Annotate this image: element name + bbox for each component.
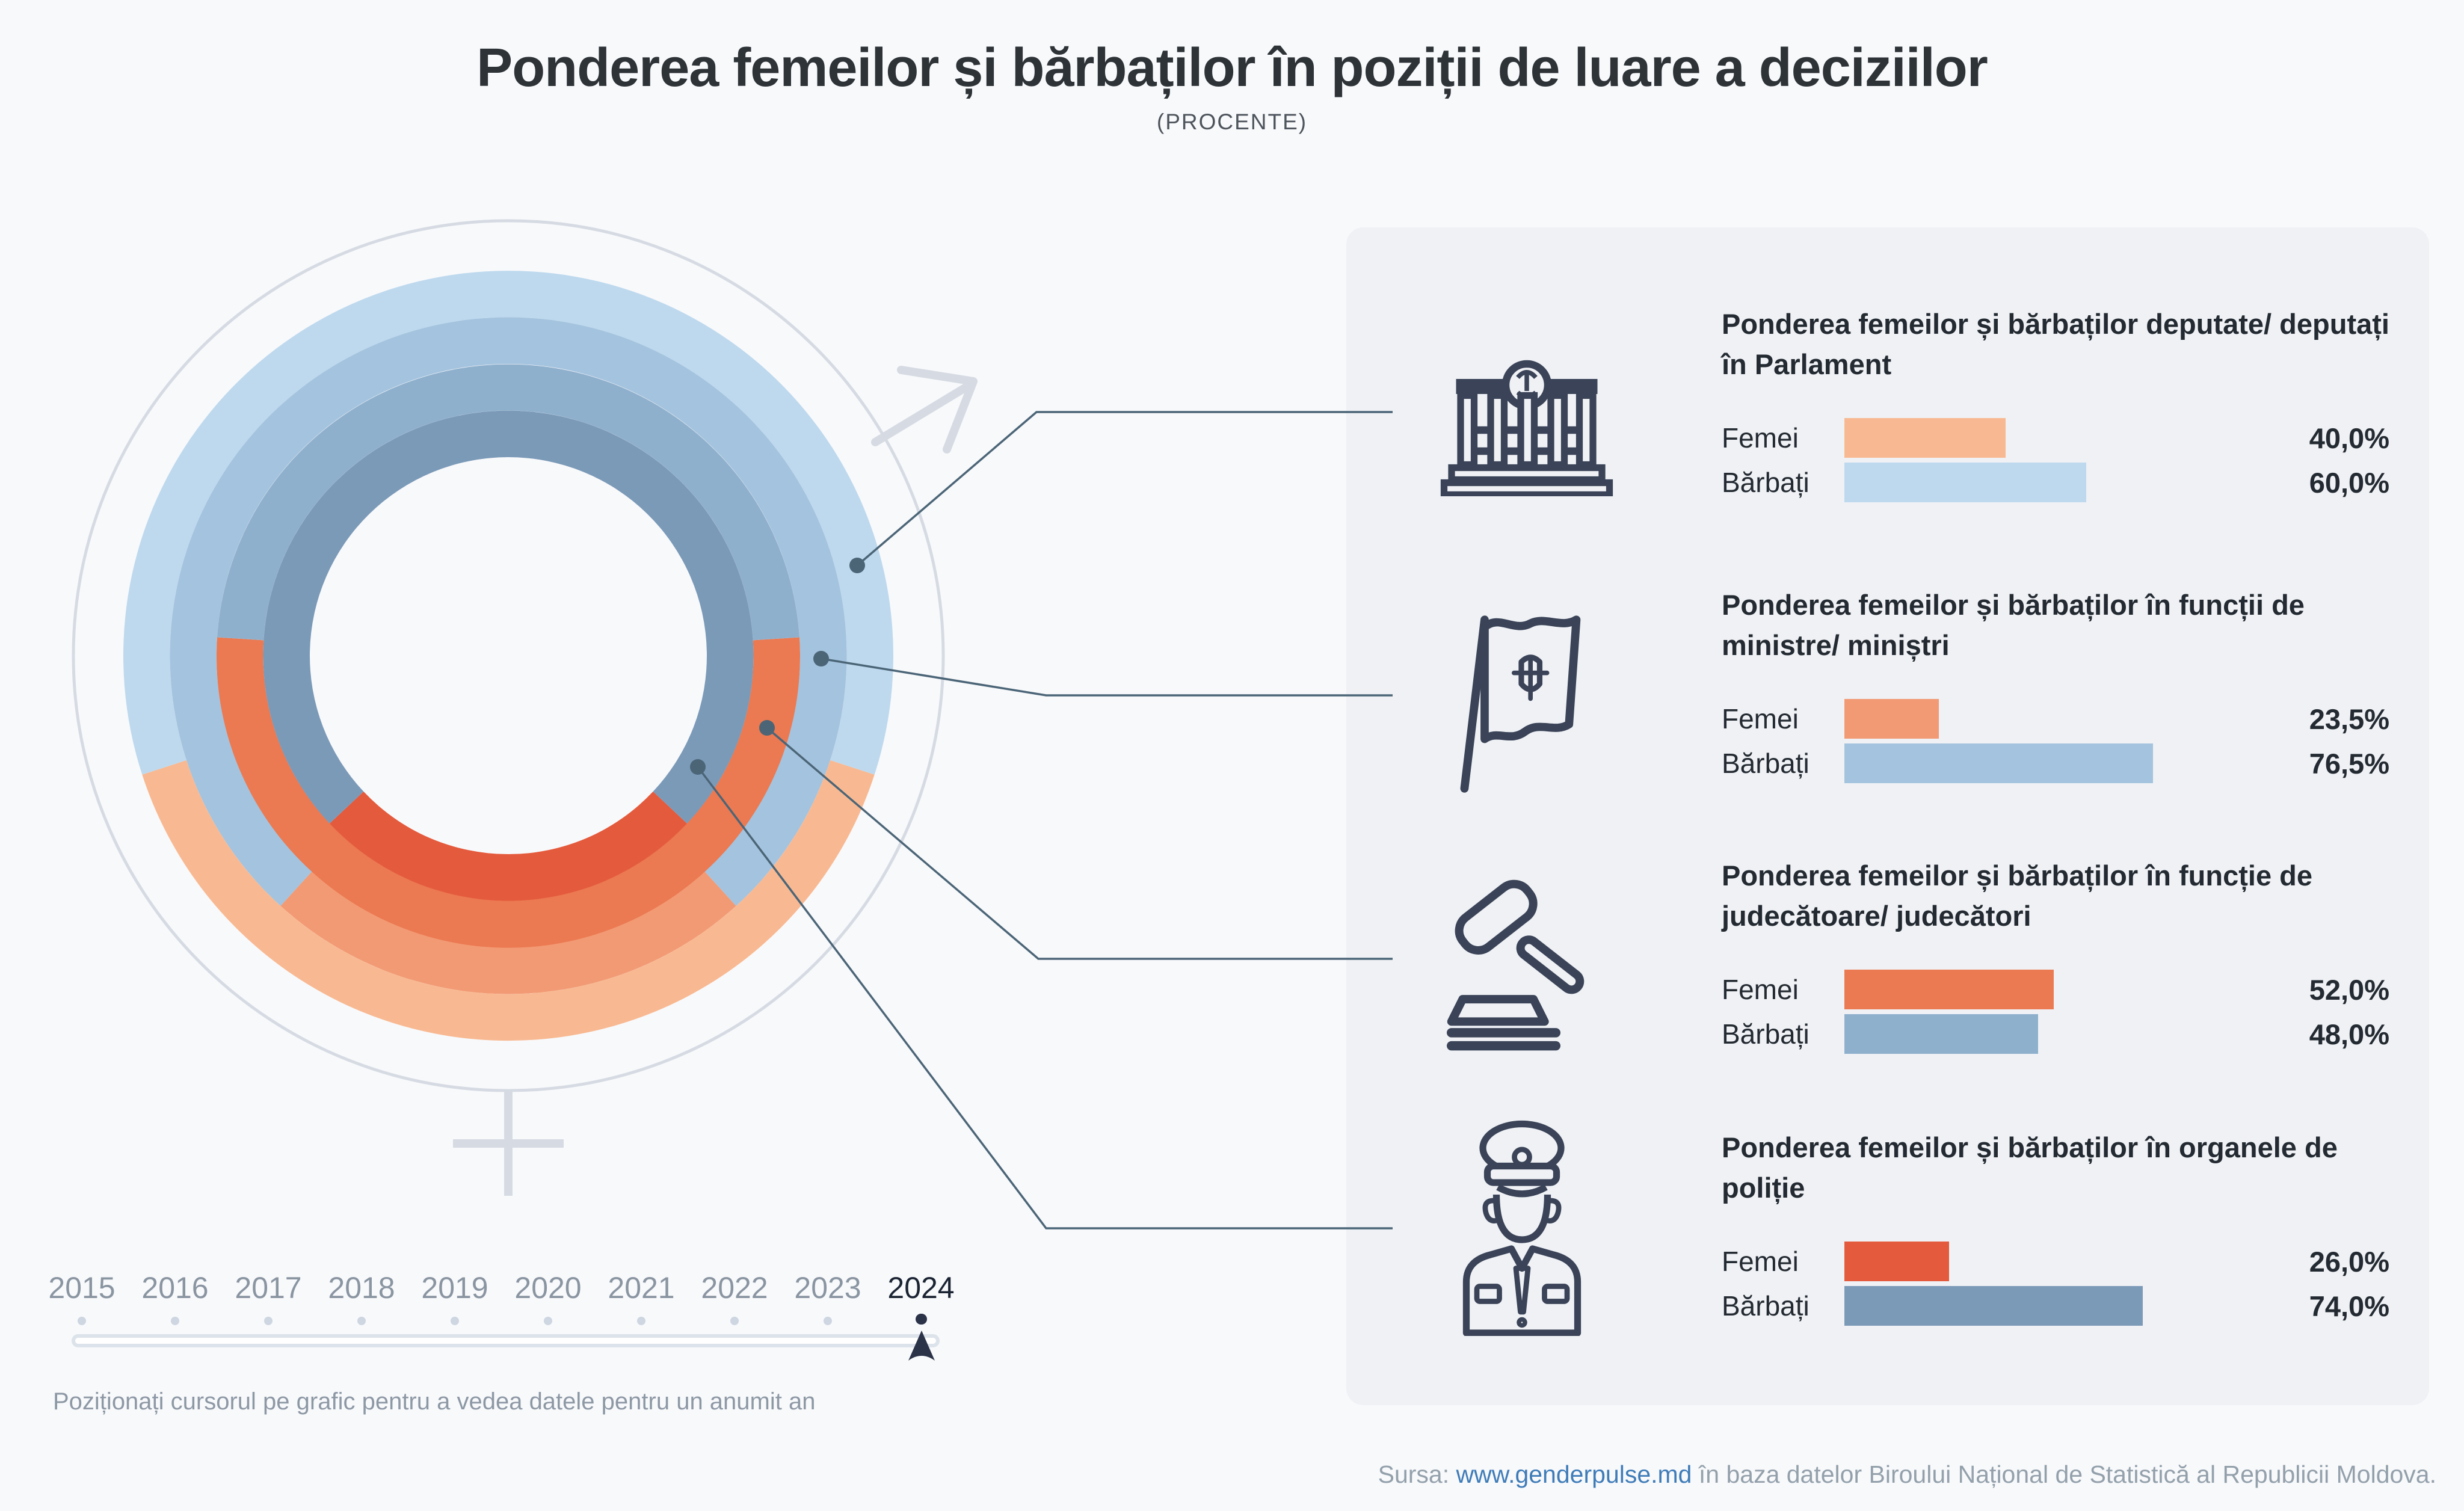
page-title: Ponderea femeilor și bărbaților în poziț…: [476, 38, 1988, 98]
year-slider[interactable]: 2015 2016 2017 2018 2019 2020 2021 2022 2023 2024: [0, 0, 1083, 1325]
slider-cursor[interactable]: [904, 1314, 940, 1368]
femei-row: Femei 23,5%: [1722, 699, 2389, 739]
timeline-dot-2022[interactable]: [730, 1317, 739, 1325]
barbati-bar: [1844, 1014, 2038, 1054]
barbati-row: Bărbați 76,5%: [1722, 743, 2389, 783]
connector-lines: [697, 411, 1393, 1229]
femei-row: Femei 40,0%: [1722, 418, 2389, 458]
source-line: Sursa: www.genderpulse.md în baza datelo…: [1378, 1460, 2436, 1489]
timeline-dot-2015[interactable]: [78, 1317, 86, 1325]
femei-label: Femei: [1722, 703, 1799, 734]
barbati-label: Bărbați: [1722, 1018, 1810, 1050]
timeline-year-2022[interactable]: 2022: [701, 1271, 768, 1305]
femei-label: Femei: [1722, 1246, 1799, 1277]
femei-label: Femei: [1722, 422, 1799, 454]
donut-rings[interactable]: [123, 271, 893, 1041]
barbati-bar: [1844, 463, 2086, 502]
timeline-year-2016[interactable]: 2016: [141, 1271, 209, 1305]
timeline-dot-2023[interactable]: [824, 1317, 832, 1325]
connector-judges: [766, 727, 1393, 960]
timeline-dot-2020[interactable]: [544, 1317, 552, 1325]
femei-label: Femei: [1722, 974, 1799, 1005]
barbati-row: Bărbați 48,0%: [1722, 1014, 2389, 1054]
barbati-value: 48,0%: [2309, 1018, 2389, 1050]
timeline-year-2015[interactable]: 2015: [48, 1271, 116, 1305]
femei-bar: [1844, 970, 2054, 1009]
barbati-label: Bărbați: [1722, 1290, 1810, 1322]
section-title: Ponderea femeilor și bărbaților în organ…: [1722, 1131, 2338, 1204]
ring-segment[interactable]: [142, 760, 875, 1041]
barbati-value: 76,5%: [2309, 747, 2389, 780]
source-rest: în baza datelor Biroului Național de Sta…: [1692, 1460, 2436, 1488]
barbati-row: Bărbați 60,0%: [1722, 463, 2389, 502]
ring-segment[interactable]: [123, 271, 893, 775]
timeline-year-2017[interactable]: 2017: [235, 1271, 302, 1305]
femei-bar: [1844, 418, 2006, 458]
femei-row: Femei 52,0%: [1722, 970, 2389, 1009]
femei-value: 52,0%: [2309, 973, 2389, 1006]
barbati-value: 74,0%: [2309, 1290, 2389, 1322]
femei-row: Femei 26,0%: [1722, 1242, 2389, 1281]
flag-icon: [1433, 611, 1613, 794]
ring-segment[interactable]: [329, 791, 688, 901]
slider-hint: Poziționați cursorul pe grafic pentru a …: [53, 1388, 816, 1415]
connector-police: [697, 766, 1393, 1229]
source-link[interactable]: www.genderpulse.md: [1456, 1460, 1692, 1488]
femei-value: 26,0%: [2309, 1245, 2389, 1278]
ring-segment[interactable]: [217, 637, 800, 948]
timeline-dot-2018[interactable]: [357, 1317, 366, 1325]
gender-symbol: [72, 219, 978, 1196]
femei-bar: [1844, 1242, 1950, 1281]
section-title: Ponderea femeilor și bărbaților în funcț…: [1722, 589, 2305, 661]
section-title: Ponderea femeilor și bărbaților în funcț…: [1722, 860, 2312, 932]
connector-parliament: [856, 411, 1393, 567]
slider-track[interactable]: [72, 1334, 940, 1347]
symbol-circle: [72, 219, 945, 1092]
timeline-year-2021[interactable]: 2021: [608, 1271, 675, 1305]
femei-value: 23,5%: [2309, 703, 2389, 735]
timeline-year-2018[interactable]: 2018: [328, 1271, 395, 1305]
timeline-year-2023[interactable]: 2023: [794, 1271, 861, 1305]
timeline-dot-2019[interactable]: [451, 1317, 459, 1325]
page-subtitle: (PROCENTE): [1156, 109, 1308, 134]
connector-ministers: [821, 657, 1393, 697]
connector-dots: [690, 558, 865, 775]
barbati-bar: [1844, 743, 2153, 783]
barbati-label: Bărbați: [1722, 748, 1810, 779]
femei-bar: [1844, 699, 1939, 739]
barbati-row: Bărbați 74,0%: [1722, 1286, 2389, 1326]
ring-segment[interactable]: [280, 871, 736, 994]
timeline-dot-2021[interactable]: [637, 1317, 645, 1325]
barbati-bar: [1844, 1286, 2143, 1326]
source-prefix: Sursa:: [1378, 1460, 1456, 1488]
timeline-dot-2017[interactable]: [264, 1317, 273, 1325]
femei-value: 40,0%: [2309, 422, 2389, 454]
police-icon: [1447, 1116, 1597, 1337]
ring-segment[interactable]: [263, 410, 754, 823]
barbati-label: Bărbați: [1722, 467, 1810, 498]
section-title: Ponderea femeilor și bărbaților deputate…: [1722, 308, 2389, 380]
male-arrow-icon: [871, 366, 978, 454]
gavel-icon: [1437, 865, 1608, 1051]
barbati-value: 60,0%: [2309, 466, 2389, 499]
timeline-dot-2016[interactable]: [171, 1317, 179, 1325]
timeline-year-2020[interactable]: 2020: [514, 1271, 582, 1305]
timeline-year-2019[interactable]: 2019: [421, 1271, 488, 1305]
parliament-icon: [1428, 346, 1626, 499]
timeline-year-2024[interactable]: 2024: [887, 1271, 955, 1305]
ring-segment[interactable]: [217, 364, 799, 641]
ring-segment[interactable]: [170, 317, 847, 906]
